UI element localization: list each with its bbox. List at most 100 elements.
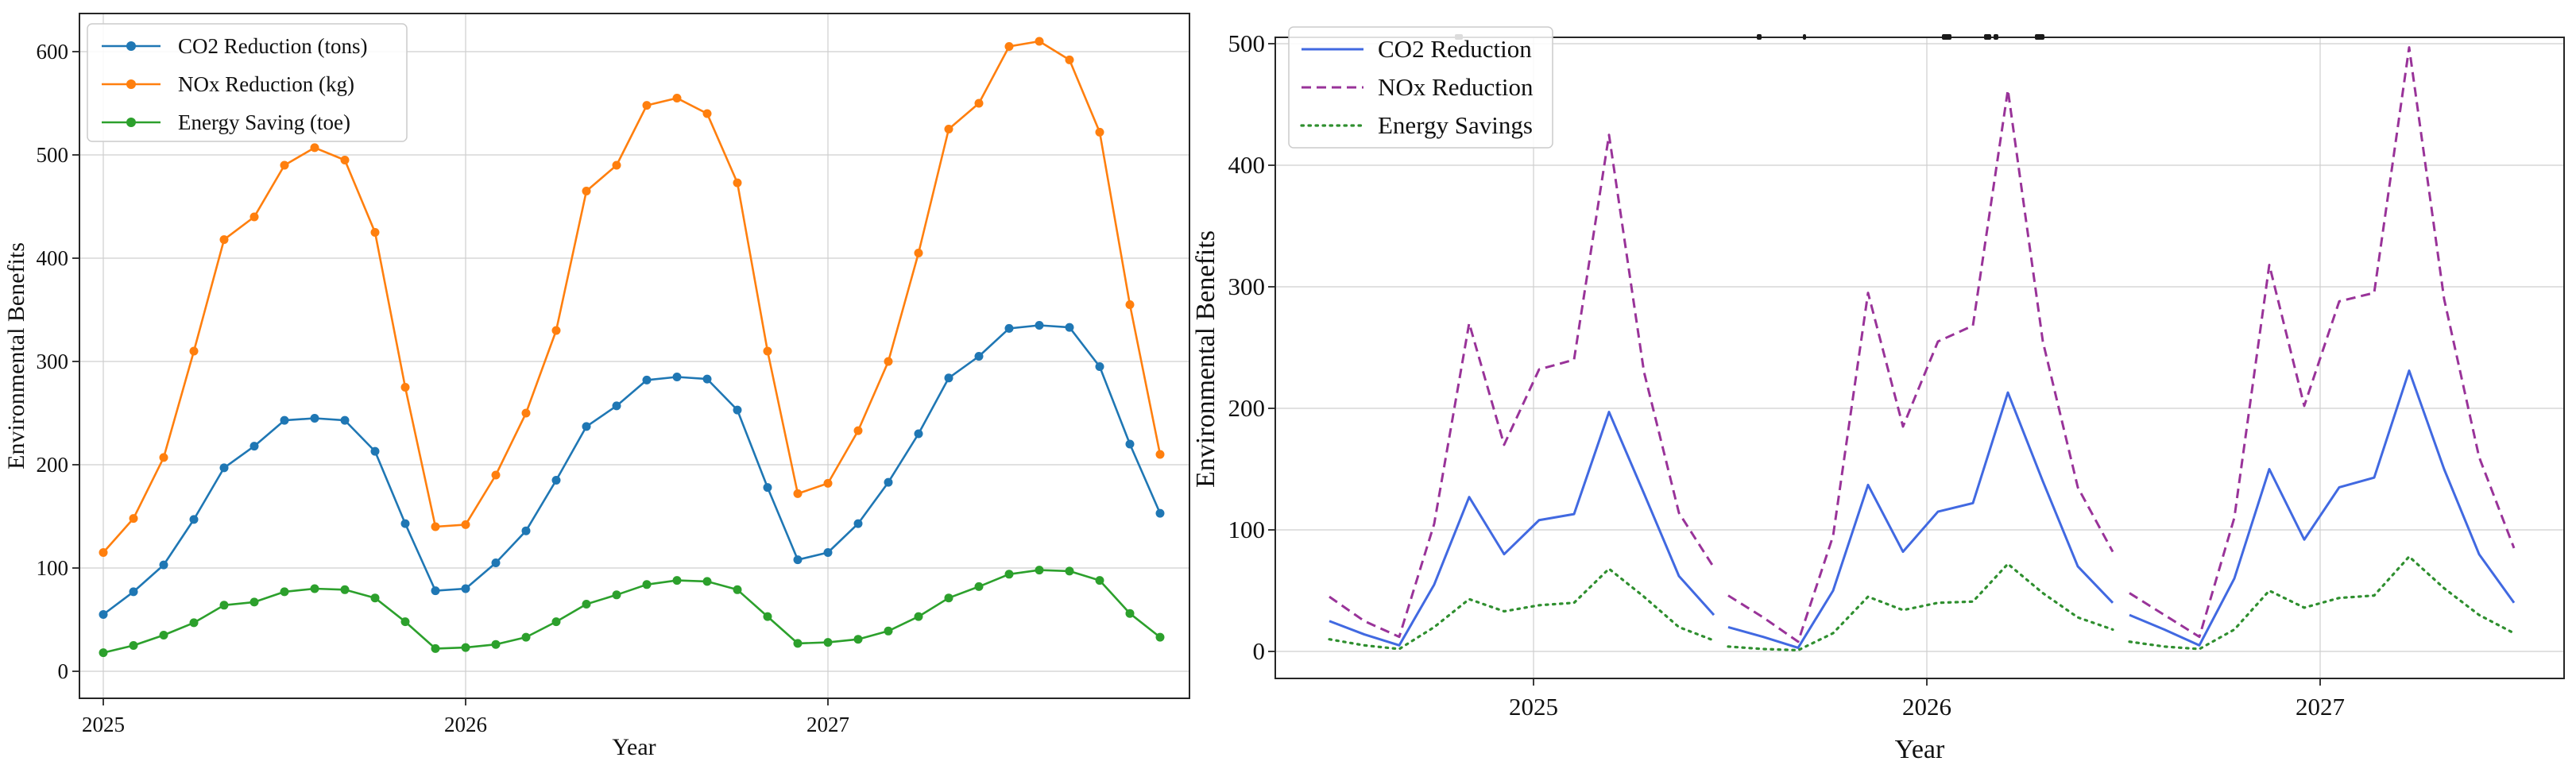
data-point-marker <box>582 600 591 609</box>
left-axes-frame <box>72 13 1190 705</box>
data-point-marker <box>853 519 863 528</box>
x-tick-label: 2025 <box>82 713 125 736</box>
series-segment-line <box>1329 411 1715 647</box>
data-point-marker <box>823 548 833 557</box>
series-segment-line <box>2129 369 2516 647</box>
data-point-marker <box>189 515 199 524</box>
data-point-marker <box>1125 439 1135 449</box>
series-segment-line <box>1329 133 1715 639</box>
data-point-marker <box>1004 323 1014 333</box>
y-tick-label: 100 <box>37 556 69 580</box>
data-point-marker <box>461 520 470 529</box>
data-point-marker <box>1035 566 1044 575</box>
data-point-marker <box>733 405 742 415</box>
data-point-marker <box>340 585 350 594</box>
data-point-marker <box>853 426 863 435</box>
data-point-marker <box>461 584 470 593</box>
data-point-marker <box>944 373 953 383</box>
data-point-marker <box>1095 127 1104 137</box>
data-point-marker <box>974 99 984 108</box>
data-point-marker <box>763 483 772 493</box>
series-line <box>102 40 1162 554</box>
right-legend-item-co2: CO2 Reduction <box>1302 35 1532 63</box>
data-point-marker <box>159 453 168 462</box>
y-tick-label: 500 <box>37 143 69 167</box>
series-segment-line <box>1328 567 1715 651</box>
data-point-marker <box>310 143 319 153</box>
y-tick-label: 300 <box>1228 272 1266 300</box>
nox-legend-label: NOx Reduction (kg) <box>178 72 354 96</box>
data-point-marker <box>159 560 168 570</box>
series-line <box>102 324 1162 616</box>
data-point-marker <box>129 514 138 524</box>
data-point-marker <box>400 383 410 392</box>
y-tick-label: 100 <box>1228 516 1266 543</box>
x-tick-label: 2026 <box>444 713 487 736</box>
data-point-marker <box>702 109 712 118</box>
data-point-marker <box>159 631 168 640</box>
data-point-marker <box>1095 576 1104 585</box>
plot-border <box>79 13 1190 699</box>
data-point-marker <box>793 489 803 498</box>
data-point-marker <box>491 470 501 480</box>
data-point-marker <box>249 597 259 607</box>
data-point-marker <box>944 125 953 133</box>
right-series <box>1328 46 2516 652</box>
energy-marker-sample <box>126 118 136 127</box>
data-point-marker <box>642 375 652 384</box>
data-point-marker <box>249 442 259 451</box>
data-point-marker <box>189 346 199 356</box>
data-point-marker <box>551 476 561 485</box>
y-tick-label: 0 <box>1253 637 1266 665</box>
left-legend-item-energy: Energy Saving (toe) <box>102 110 350 134</box>
nox-legend-label: NOx Reduction <box>1378 73 1534 101</box>
series-segment-line <box>2129 46 2516 639</box>
left-legend-box <box>87 23 408 142</box>
data-point-marker <box>672 576 682 585</box>
data-point-marker <box>400 519 410 528</box>
right-legend-item-nox: NOx Reduction <box>1302 73 1534 101</box>
nox-marker-sample <box>126 79 136 89</box>
y-tick-label: 400 <box>1228 151 1266 179</box>
x-tick-label: 2027 <box>2296 693 2345 721</box>
data-point-marker <box>672 94 682 102</box>
data-point-marker <box>884 626 893 636</box>
data-point-marker <box>612 160 621 170</box>
data-point-marker <box>914 429 923 439</box>
left-legend-item-nox: NOx Reduction (kg) <box>102 72 354 96</box>
data-point-marker <box>884 477 893 487</box>
left-y-axis-title: Environmental Benefits <box>3 242 29 470</box>
clipped-text-fragment <box>2035 34 2044 40</box>
data-point-marker <box>219 235 229 245</box>
data-point-marker <box>823 478 833 488</box>
data-point-marker <box>612 401 621 411</box>
data-point-marker <box>129 587 138 597</box>
data-point-marker <box>99 648 108 658</box>
data-point-marker <box>280 587 289 597</box>
right-legend-item-energy: Energy Savings <box>1300 111 1533 139</box>
data-point-marker <box>1155 450 1165 459</box>
data-point-marker <box>612 590 621 600</box>
data-point-marker <box>853 635 863 644</box>
energy-legend-label: Energy Saving (toe) <box>178 110 350 134</box>
right-x-axis-title: Year <box>1895 735 1945 764</box>
x-tick-label: 2027 <box>806 713 849 736</box>
data-point-marker <box>521 526 531 535</box>
data-point-marker <box>944 593 953 603</box>
data-point-marker <box>974 352 984 361</box>
plot-border <box>1274 37 2565 679</box>
right-tick-labels: 0 100 200 300 400 500 2025 2026 2027 <box>1228 29 2346 721</box>
x-tick-label: 2025 <box>1509 693 1558 721</box>
left-legend: CO2 Reduction (tons) NOx Reduction (kg) … <box>87 23 408 142</box>
data-point-marker <box>823 638 833 647</box>
energy-legend-label: Energy Savings <box>1378 111 1533 139</box>
data-point-marker <box>370 228 380 237</box>
data-point-marker <box>1125 609 1135 618</box>
right-legend: CO2 Reduction NOx Reduction Energy Savin… <box>1288 26 1553 149</box>
data-point-marker <box>521 632 531 642</box>
data-point-marker <box>491 558 501 567</box>
data-point-marker <box>340 156 350 164</box>
data-point-marker <box>99 548 108 557</box>
